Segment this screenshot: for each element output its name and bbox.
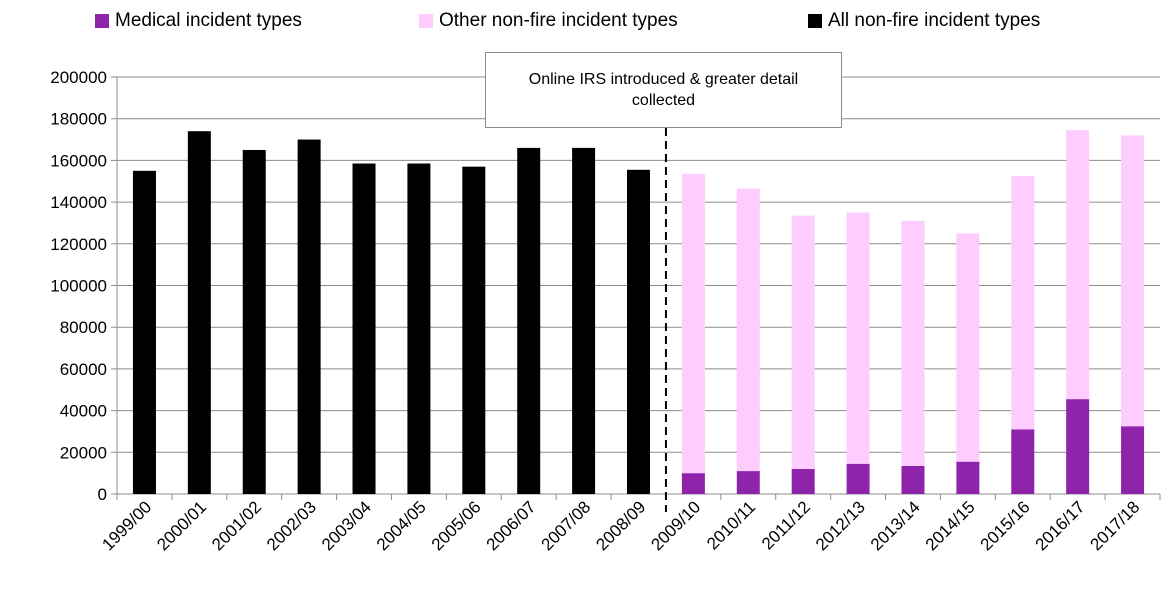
y-tick-label: 0 xyxy=(98,485,107,504)
y-tick-label: 180000 xyxy=(50,110,107,129)
bar-medical-incident-types xyxy=(1011,429,1035,494)
x-tick-label: 1999/00 xyxy=(98,497,155,554)
y-tick-label: 80000 xyxy=(60,318,107,337)
bar-other-non-fire-incident-types xyxy=(846,212,870,464)
bar-all-non-fire-incident-types xyxy=(132,170,156,494)
bar-other-non-fire-incident-types xyxy=(1066,130,1090,400)
x-tick-label: 2007/08 xyxy=(538,497,595,554)
bar-other-non-fire-incident-types xyxy=(1011,176,1035,430)
x-tick-label: 2004/05 xyxy=(373,497,430,554)
x-tick-label: 2000/01 xyxy=(153,497,210,554)
y-tick-label: 160000 xyxy=(50,151,107,170)
legend: Medical incident types Other non-fire in… xyxy=(0,10,1169,40)
annotation-box: Online IRS introduced & greater detail c… xyxy=(485,52,842,128)
bar-medical-incident-types xyxy=(956,461,980,494)
y-tick-label: 140000 xyxy=(50,193,107,212)
x-tick-label: 2002/03 xyxy=(263,497,320,554)
legend-swatch-other xyxy=(419,14,433,28)
x-tick-label: 2011/12 xyxy=(758,497,814,553)
x-tick-label: 2009/10 xyxy=(647,497,704,554)
bar-all-non-fire-incident-types xyxy=(187,131,211,494)
bar-medical-incident-types xyxy=(1066,399,1090,494)
x-tick-label: 2017/18 xyxy=(1086,497,1143,554)
y-tick-label: 200000 xyxy=(50,68,107,87)
x-tick-label: 2006/07 xyxy=(483,497,540,554)
legend-item-other: Other non-fire incident types xyxy=(419,10,678,32)
bar-all-non-fire-incident-types xyxy=(242,149,266,494)
bars xyxy=(132,130,1145,495)
bar-medical-incident-types xyxy=(736,471,760,494)
bar-all-non-fire-incident-types xyxy=(297,139,321,495)
bar-medical-incident-types xyxy=(1121,426,1145,494)
annotation-text: Online IRS introduced & greater detail c… xyxy=(528,71,799,109)
x-tick-label: 2015/16 xyxy=(977,497,1034,554)
bar-other-non-fire-incident-types xyxy=(956,233,980,462)
legend-swatch-all xyxy=(808,14,822,28)
y-tick-labels: 0 20000 40000 60000 80000 100000 120000 140000 1… xyxy=(50,68,107,504)
x-tick-label: 2003/04 xyxy=(318,497,375,554)
x-tick-label: 2016/17 xyxy=(1032,497,1089,554)
x-tick-label: 2014/15 xyxy=(922,497,979,554)
x-tick-label: 2001/02 xyxy=(208,497,265,554)
x-tick-label: 2012/13 xyxy=(812,497,869,554)
bar-medical-incident-types xyxy=(791,468,815,494)
x-tick-label: 2005/06 xyxy=(428,497,485,554)
y-tick-label: 120000 xyxy=(50,235,107,254)
bar-other-non-fire-incident-types xyxy=(1121,135,1145,427)
bar-all-non-fire-incident-types xyxy=(572,147,596,494)
y-tick-label: 100000 xyxy=(50,277,107,296)
legend-label-other: Other non-fire incident types xyxy=(439,10,678,31)
x-tick-label: 2013/14 xyxy=(867,497,924,554)
bar-other-non-fire-incident-types xyxy=(901,220,925,466)
x-tick-label: 2008/09 xyxy=(592,497,649,554)
bar-all-non-fire-incident-types xyxy=(407,163,431,494)
bar-all-non-fire-incident-types xyxy=(627,169,650,494)
bar-all-non-fire-incident-types xyxy=(352,163,376,494)
legend-item-medical: Medical incident types xyxy=(95,10,302,32)
bar-medical-incident-types xyxy=(901,465,925,494)
x-tick-labels: 1999/002000/012001/022002/032003/042004/… xyxy=(98,497,1143,554)
x-tick-label: 2010/11 xyxy=(703,497,759,553)
bar-other-non-fire-incident-types xyxy=(791,215,815,469)
legend-item-all: All non-fire incident types xyxy=(808,10,1040,32)
y-tick-label: 60000 xyxy=(60,360,107,379)
bar-all-non-fire-incident-types xyxy=(462,166,486,494)
bar-all-non-fire-incident-types xyxy=(517,147,541,494)
legend-label-all: All non-fire incident types xyxy=(828,10,1041,31)
bar-other-non-fire-incident-types xyxy=(681,173,705,474)
legend-label-medical: Medical incident types xyxy=(115,10,302,31)
bar-other-non-fire-incident-types xyxy=(736,188,760,472)
y-tick-label: 20000 xyxy=(60,443,107,462)
y-tick-label: 40000 xyxy=(60,402,107,421)
bar-medical-incident-types xyxy=(681,473,705,494)
legend-swatch-medical xyxy=(95,14,109,28)
bar-medical-incident-types xyxy=(846,463,870,494)
